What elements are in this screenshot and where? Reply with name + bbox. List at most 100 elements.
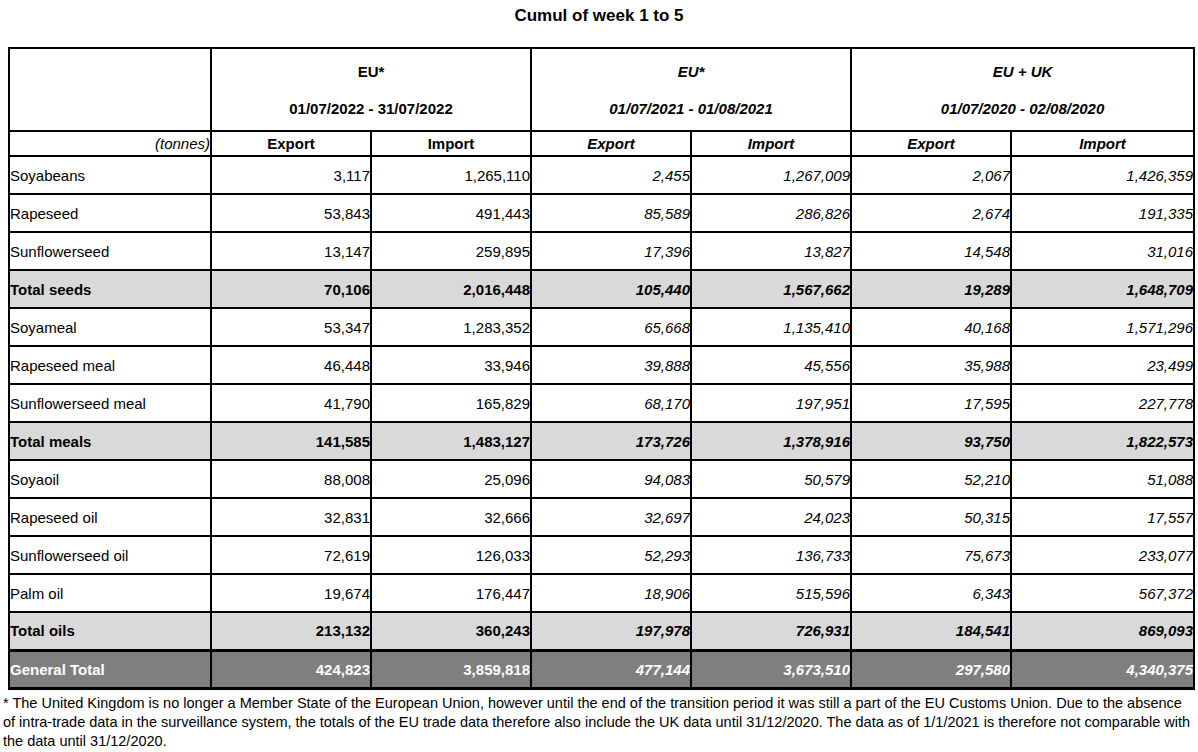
cell-value: 14,548 bbox=[851, 232, 1011, 270]
cell-value: 1,135,410 bbox=[691, 308, 851, 346]
cell-value: 65,668 bbox=[531, 308, 691, 346]
row-label: Total seeds bbox=[9, 270, 211, 308]
row-label: Sunflowerseed meal bbox=[9, 384, 211, 422]
row-label: Sunflowerseed oil bbox=[9, 536, 211, 574]
cell-value: 286,826 bbox=[691, 194, 851, 232]
cell-value: 52,293 bbox=[531, 536, 691, 574]
cell-value: 136,733 bbox=[691, 536, 851, 574]
cell-value: 3,117 bbox=[211, 156, 371, 194]
table-row: Rapeseed oil32,83132,66632,69724,02350,3… bbox=[9, 498, 1194, 536]
table-header: EU* 01/07/2022 - 31/07/2022 EU* 01/07/20… bbox=[9, 48, 1194, 156]
column-header-import-2020: Import bbox=[1011, 131, 1194, 156]
cell-value: 491,443 bbox=[371, 194, 531, 232]
cell-value: 41,790 bbox=[211, 384, 371, 422]
cell-value: 126,033 bbox=[371, 536, 531, 574]
cell-value: 424,823 bbox=[211, 650, 371, 688]
column-header-row: (tonnes) Export Import Export Import Exp… bbox=[9, 131, 1194, 156]
table-row: Sunflowerseed oil72,619126,03352,293136,… bbox=[9, 536, 1194, 574]
cell-value: 259,895 bbox=[371, 232, 531, 270]
table-row: Soyabeans3,1171,265,1102,4551,267,0092,0… bbox=[9, 156, 1194, 194]
group-name: EU* bbox=[212, 63, 530, 80]
cell-value: 50,579 bbox=[691, 460, 851, 498]
cell-value: 869,093 bbox=[1011, 612, 1194, 650]
cell-value: 227,778 bbox=[1011, 384, 1194, 422]
table-row: Palm oil19,674176,44718,906515,5966,3435… bbox=[9, 574, 1194, 612]
cell-value: 19,674 bbox=[211, 574, 371, 612]
cell-value: 141,585 bbox=[211, 422, 371, 460]
cell-value: 1,571,296 bbox=[1011, 308, 1194, 346]
table-row: Rapeseed meal46,44833,94639,88845,55635,… bbox=[9, 346, 1194, 384]
cell-value: 726,931 bbox=[691, 612, 851, 650]
cell-value: 3,673,510 bbox=[691, 650, 851, 688]
row-label: Palm oil bbox=[9, 574, 211, 612]
cell-value: 173,726 bbox=[531, 422, 691, 460]
cell-value: 35,988 bbox=[851, 346, 1011, 384]
cell-value: 50,315 bbox=[851, 498, 1011, 536]
cell-value: 53,843 bbox=[211, 194, 371, 232]
cell-value: 233,077 bbox=[1011, 536, 1194, 574]
cell-value: 1,822,573 bbox=[1011, 422, 1194, 460]
cell-value: 33,946 bbox=[371, 346, 531, 384]
cell-value: 40,168 bbox=[851, 308, 1011, 346]
cell-value: 32,697 bbox=[531, 498, 691, 536]
cell-value: 52,210 bbox=[851, 460, 1011, 498]
cell-value: 31,016 bbox=[1011, 232, 1194, 270]
cell-value: 88,008 bbox=[211, 460, 371, 498]
cell-value: 17,557 bbox=[1011, 498, 1194, 536]
row-label: Soyabeans bbox=[9, 156, 211, 194]
column-header-export-2020: Export bbox=[851, 131, 1011, 156]
column-header-export-2021: Export bbox=[531, 131, 691, 156]
group-header-eu-2021: EU* 01/07/2021 - 01/08/2021 bbox=[531, 48, 851, 131]
cell-value: 17,595 bbox=[851, 384, 1011, 422]
cell-value: 297,580 bbox=[851, 650, 1011, 688]
cell-value: 1,283,352 bbox=[371, 308, 531, 346]
row-label: General Total bbox=[9, 650, 211, 688]
cell-value: 17,396 bbox=[531, 232, 691, 270]
table-row: General Total424,8233,859,818477,1443,67… bbox=[9, 650, 1194, 688]
row-label: Rapeseed bbox=[9, 194, 211, 232]
cell-value: 18,906 bbox=[531, 574, 691, 612]
cell-value: 70,106 bbox=[211, 270, 371, 308]
column-header-export-2022: Export bbox=[211, 131, 371, 156]
cell-value: 53,347 bbox=[211, 308, 371, 346]
group-name: EU* bbox=[532, 63, 850, 80]
cell-value: 105,440 bbox=[531, 270, 691, 308]
cell-value: 567,372 bbox=[1011, 574, 1194, 612]
cell-value: 39,888 bbox=[531, 346, 691, 384]
row-label: Total oils bbox=[9, 612, 211, 650]
cell-value: 45,556 bbox=[691, 346, 851, 384]
column-header-import-2021: Import bbox=[691, 131, 851, 156]
cell-value: 1,648,709 bbox=[1011, 270, 1194, 308]
row-label: Rapeseed meal bbox=[9, 346, 211, 384]
cell-value: 51,088 bbox=[1011, 460, 1194, 498]
cell-value: 6,343 bbox=[851, 574, 1011, 612]
cell-value: 19,289 bbox=[851, 270, 1011, 308]
cell-value: 3,859,818 bbox=[371, 650, 531, 688]
cell-value: 75,673 bbox=[851, 536, 1011, 574]
cell-value: 1,378,916 bbox=[691, 422, 851, 460]
row-label: Total meals bbox=[9, 422, 211, 460]
cell-value: 2,455 bbox=[531, 156, 691, 194]
row-label: Rapeseed oil bbox=[9, 498, 211, 536]
group-period: 01/07/2021 - 01/08/2021 bbox=[532, 100, 850, 117]
cell-value: 360,243 bbox=[371, 612, 531, 650]
cell-value: 2,067 bbox=[851, 156, 1011, 194]
cell-value: 46,448 bbox=[211, 346, 371, 384]
cell-value: 165,829 bbox=[371, 384, 531, 422]
cell-value: 1,567,662 bbox=[691, 270, 851, 308]
cell-value: 68,170 bbox=[531, 384, 691, 422]
cell-value: 85,589 bbox=[531, 194, 691, 232]
trade-table: EU* 01/07/2022 - 31/07/2022 EU* 01/07/20… bbox=[8, 47, 1195, 690]
cell-value: 4,340,375 bbox=[1011, 650, 1194, 688]
unit-label: (tonnes) bbox=[9, 131, 211, 156]
cell-value: 2,016,448 bbox=[371, 270, 531, 308]
cell-value: 13,827 bbox=[691, 232, 851, 270]
cell-value: 25,096 bbox=[371, 460, 531, 498]
cell-value: 1,265,110 bbox=[371, 156, 531, 194]
cell-value: 24,023 bbox=[691, 498, 851, 536]
cell-value: 94,083 bbox=[531, 460, 691, 498]
table-row: Rapeseed53,843491,44385,589286,8262,6741… bbox=[9, 194, 1194, 232]
cell-value: 93,750 bbox=[851, 422, 1011, 460]
table-row: Soyaoil88,00825,09694,08350,57952,21051,… bbox=[9, 460, 1194, 498]
group-header-eu-2022: EU* 01/07/2022 - 31/07/2022 bbox=[211, 48, 531, 131]
